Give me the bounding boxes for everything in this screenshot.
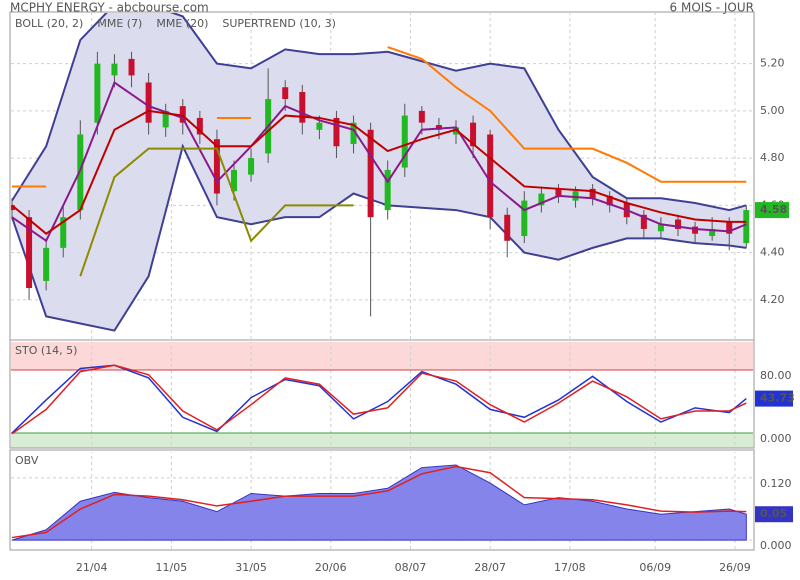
candle-body: [333, 117, 340, 147]
candle-body: [350, 122, 357, 144]
x-tick-label: 26/09: [719, 561, 751, 574]
last-value-box: [755, 202, 789, 219]
candle-body: [384, 169, 391, 211]
y-tick-label: 4.80: [760, 151, 785, 164]
y-tick-label: 0.000: [760, 539, 792, 552]
panel-title: STO (14, 5): [15, 344, 77, 357]
x-tick-label: 08/07: [395, 561, 427, 574]
last-value-label: 43.73: [760, 392, 795, 405]
zone: [11, 342, 753, 371]
x-tick-label: 06/09: [639, 561, 671, 574]
candle-body: [11, 205, 15, 211]
candle-body: [282, 87, 289, 100]
candle-body: [675, 219, 681, 229]
y-tick-label: 4.40: [760, 246, 785, 259]
x-tick-label: 17/08: [554, 561, 586, 574]
candle-body: [26, 217, 33, 289]
x-tick-label: 28/07: [474, 561, 506, 574]
candle-body: [231, 169, 237, 192]
y-tick-label: 5.00: [760, 104, 785, 117]
candle-body: [60, 217, 67, 248]
line: [79, 147, 354, 277]
candle-body: [145, 82, 152, 123]
candle-body: [128, 58, 135, 76]
candle-body: [299, 91, 306, 123]
candle-body: [572, 191, 579, 201]
y-tick-label: 4.20: [760, 293, 785, 306]
legend-entry: BOLL (20, 2): [15, 17, 83, 30]
line: [11, 109, 747, 235]
line: [11, 364, 747, 434]
line: [11, 364, 747, 435]
x-tick-label: 11/05: [156, 561, 188, 574]
panel-title: OBV: [15, 454, 39, 467]
panel: [11, 13, 753, 340]
x-tick-label: 20/06: [315, 561, 347, 574]
candle-body: [589, 188, 596, 199]
legend-entry: MME (20): [156, 17, 208, 30]
candle-body: [743, 210, 750, 244]
candle-body: [213, 139, 220, 194]
candle-body: [640, 214, 647, 229]
candle-body: [162, 110, 169, 128]
candle-body: [111, 63, 118, 76]
candle-body: [77, 134, 84, 211]
x-tick-label: 21/04: [76, 561, 108, 574]
candle-body: [657, 224, 664, 232]
x-tick-label: 31/05: [235, 561, 267, 574]
candle-body: [692, 226, 699, 234]
candle-body: [418, 110, 425, 123]
chart-subtitle: 6 MOIS - JOUR: [670, 1, 754, 15]
y-tick-label: 0.000: [760, 432, 792, 445]
last-value-box: [755, 390, 793, 407]
y-tick-label: 5.20: [760, 57, 785, 70]
candle-body: [538, 193, 545, 206]
last-value-label: 0.05: [760, 507, 787, 520]
candle-body: [248, 158, 255, 175]
legend-entry: SUPERTREND (10, 3): [222, 17, 336, 30]
last-value-label: 4.58: [760, 203, 787, 216]
candle-body: [196, 117, 203, 135]
candle-body: [435, 125, 442, 130]
candle-body: [606, 195, 613, 206]
candle-body: [470, 122, 477, 147]
panel-frame: [9, 339, 755, 449]
candle-body: [709, 228, 716, 237]
y-tick-label: 80.00: [760, 369, 792, 382]
candle-body: [367, 129, 374, 218]
band-line: [11, 13, 747, 212]
line: [11, 80, 747, 243]
candle-body: [316, 122, 323, 130]
candle-body: [401, 115, 408, 168]
last-value-box: [755, 506, 793, 523]
zone: [11, 433, 753, 448]
line: [12, 46, 747, 188]
band-area: [12, 13, 747, 331]
candle-body: [555, 188, 562, 196]
candle-body: [504, 214, 511, 241]
area: [11, 464, 747, 541]
line: [11, 465, 747, 539]
candle-body: [726, 221, 733, 234]
candle-body: [43, 247, 50, 281]
candle-body: [94, 63, 101, 123]
legend-entry: MME (7): [97, 17, 142, 30]
y-tick-label: 0.120: [760, 477, 792, 490]
chart-title: MCPHY ENERGY - abcbourse.com: [10, 1, 209, 15]
candle-body: [521, 200, 528, 237]
panel: [11, 452, 753, 550]
candle-body: [179, 106, 186, 123]
candle-body: [487, 134, 494, 218]
panel-frame: [9, 449, 755, 551]
panel: [11, 342, 753, 448]
